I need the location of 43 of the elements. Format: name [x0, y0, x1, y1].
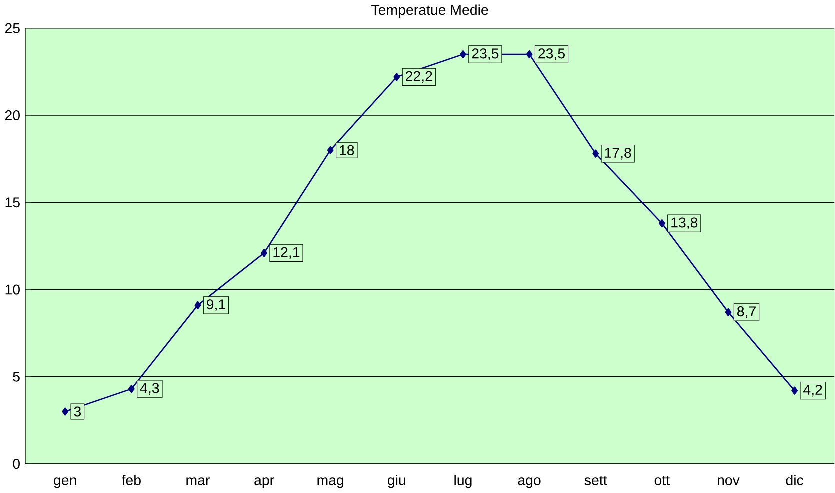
- data-label: 13,8: [672, 218, 698, 230]
- x-tick-label: feb: [122, 475, 141, 486]
- data-label: 23,5: [538, 48, 565, 61]
- data-label: 23,5: [472, 48, 499, 61]
- point: [526, 50, 533, 59]
- x-tick-label: giu: [388, 475, 406, 488]
- x-tick-label: dic: [786, 475, 804, 486]
- x-tick-label: mag: [318, 478, 344, 488]
- x-tick-label: nov: [718, 478, 740, 486]
- x-tick-label: sett: [584, 476, 608, 486]
- point: [460, 50, 466, 59]
- chart-title: Temperatue Medie: [372, 4, 488, 18]
- y-tick-label: 5: [13, 372, 20, 382]
- y-tick-label: 15: [6, 198, 20, 208]
- data-label: 22,2: [406, 71, 432, 84]
- point: [658, 220, 666, 228]
- data-label: 4,2: [804, 385, 822, 397]
- x-tick-label: ott: [654, 476, 670, 486]
- x-tick-label: lug: [454, 475, 472, 488]
- data-label: 9,1: [207, 300, 226, 312]
- point: [261, 249, 268, 258]
- y-tick-label: 25: [5, 24, 20, 34]
- y-tick-label: 20: [5, 110, 20, 121]
- point: [394, 73, 400, 82]
- x-tick-label: apr: [254, 478, 274, 488]
- point: [792, 386, 798, 396]
- y-tick-label: 0: [13, 459, 20, 470]
- point: [62, 408, 69, 416]
- point: [194, 302, 202, 310]
- x-tick-label: ago: [518, 478, 541, 488]
- data-label: 4,3: [140, 383, 160, 396]
- point: [725, 308, 732, 317]
- point: [128, 385, 135, 394]
- data-label: 17,8: [605, 148, 632, 160]
- point: [592, 150, 600, 158]
- data-label: 12,1: [274, 247, 300, 260]
- data-label: 3: [74, 406, 82, 417]
- data-label: 18: [340, 145, 354, 156]
- data-label: 8,7: [737, 306, 756, 318]
- y-tick-label: 10: [6, 284, 20, 295]
- x-tick-label: mar: [186, 478, 210, 486]
- x-tick-label: gen: [54, 478, 76, 488]
- point: [327, 146, 334, 155]
